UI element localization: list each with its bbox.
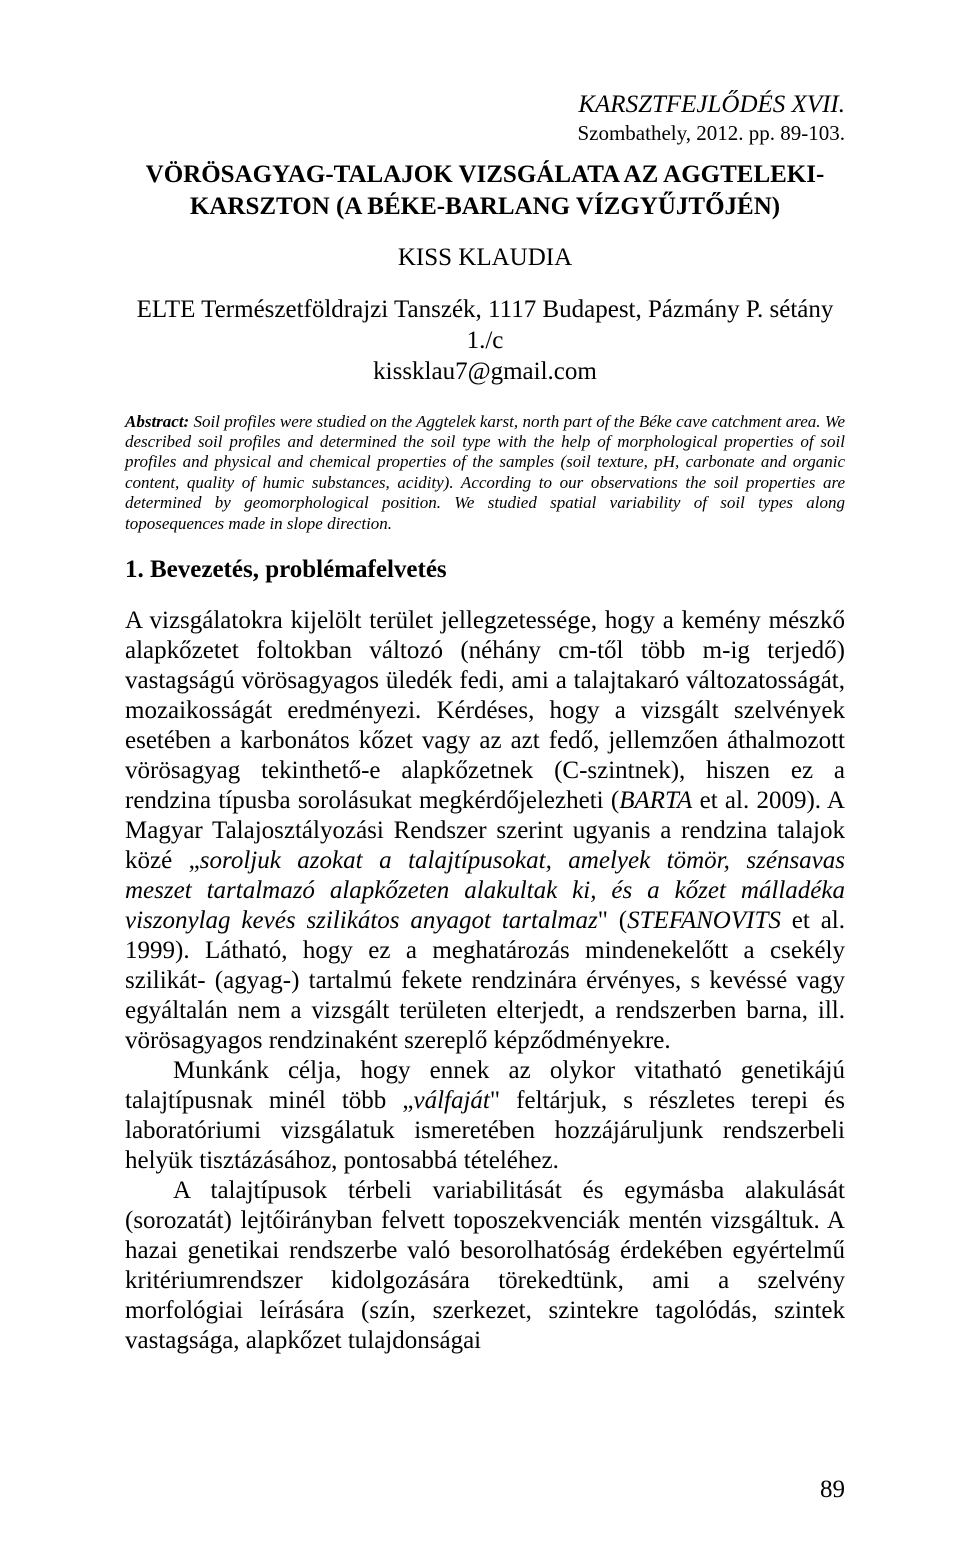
p1-text-1: A vizsgálatokra kijelölt terület jellegz… (125, 607, 845, 814)
author-email: kissklau7@gmail.com (373, 358, 597, 385)
p1-text-3: " ( (598, 907, 627, 934)
p1-citation-2: STEFANOVITS (627, 907, 781, 934)
abstract-label: Abstract: (125, 412, 189, 431)
p2-italic: válfaját (414, 1087, 490, 1114)
journal-header: KARSZTFEJLŐDÉS XVII. Szombathely, 2012. … (125, 90, 845, 147)
body-paragraph-1: A vizsgálatokra kijelölt terület jellegz… (125, 606, 845, 1056)
section-1-title: 1. Bevezetés, problémafelvetés (125, 556, 845, 584)
affiliation-block: ELTE Természetföldrajzi Tanszék, 1117 Bu… (125, 294, 845, 388)
journal-subtitle: Szombathely, 2012. pp. 89-103. (125, 120, 845, 147)
abstract-text: Soil profiles were studied on the Aggtel… (125, 412, 845, 533)
p3-text: A talajtípusok térbeli variabilitását és… (125, 1177, 845, 1354)
affiliation-text: ELTE Természetföldrajzi Tanszék, 1117 Bu… (137, 296, 834, 354)
abstract-block: Abstract: Soil profiles were studied on … (125, 412, 845, 534)
body-paragraph-2: Munkánk célja, hogy ennek az olykor vita… (125, 1056, 845, 1176)
author-name: KISS KLAUDIA (125, 244, 845, 272)
journal-title: KARSZTFEJLŐDÉS XVII. (125, 90, 845, 120)
page-number: 89 (820, 1476, 845, 1504)
article-title: VÖRÖSAGYAG-TALAJOK VIZSGÁLATA AZ AGGTELE… (125, 159, 845, 222)
body-paragraph-3: A talajtípusok térbeli variabilitását és… (125, 1176, 845, 1356)
p1-citation-1: BARTA (619, 787, 692, 814)
